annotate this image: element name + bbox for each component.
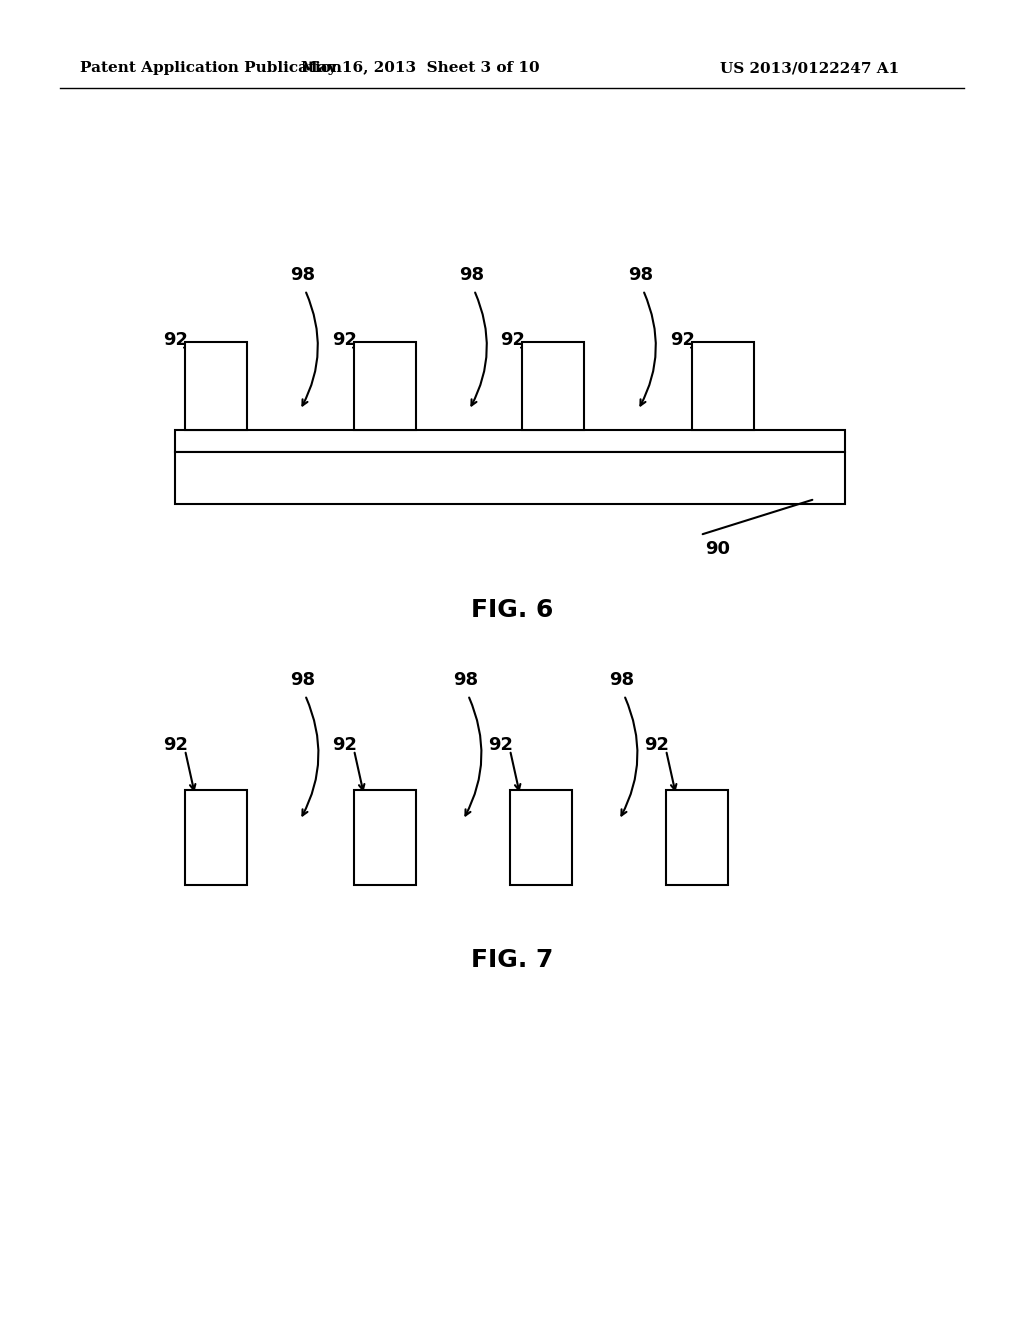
Bar [354,342,416,430]
Text: 92: 92 [644,737,669,754]
Text: 92: 92 [163,737,188,754]
Bar [175,451,845,504]
Text: FIG. 7: FIG. 7 [471,948,553,972]
Bar [185,789,247,884]
Text: 98: 98 [628,267,653,284]
Text: 98: 98 [290,671,315,689]
Bar [175,430,845,451]
Bar [666,789,728,884]
Text: 98: 98 [609,671,634,689]
Bar [510,789,572,884]
Text: May 16, 2013  Sheet 3 of 10: May 16, 2013 Sheet 3 of 10 [301,61,540,75]
Text: 92: 92 [488,737,513,754]
Text: 98: 98 [459,267,484,284]
Text: 92: 92 [332,737,357,754]
Text: 98: 98 [453,671,478,689]
Text: 92: 92 [500,331,525,348]
Bar [522,342,584,430]
Text: 92: 92 [332,331,357,348]
Text: 92: 92 [163,331,188,348]
Text: 98: 98 [290,267,315,284]
Bar [354,789,416,884]
Bar [692,342,754,430]
Text: 92: 92 [670,331,695,348]
Text: FIG. 6: FIG. 6 [471,598,553,622]
Text: US 2013/0122247 A1: US 2013/0122247 A1 [720,61,899,75]
Text: Patent Application Publication: Patent Application Publication [80,61,342,75]
Text: 90: 90 [705,540,730,558]
Bar [185,342,247,430]
